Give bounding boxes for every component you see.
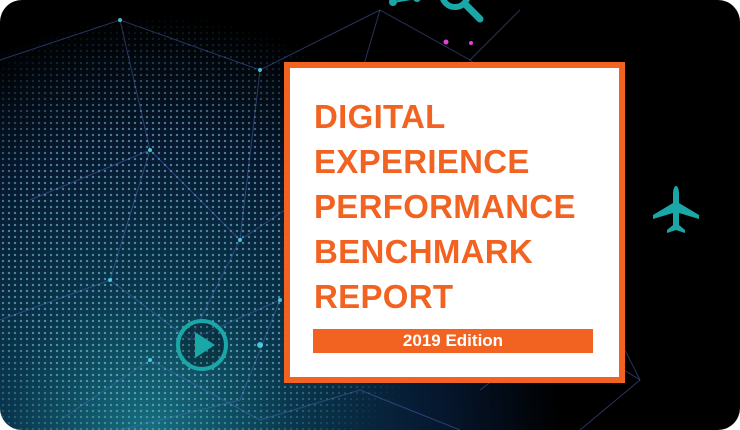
search-icon (389, 0, 484, 23)
title-line: DIGITAL (314, 98, 446, 135)
report-title-card: DIGITAL EXPERIENCE PERFORMANCE BENCHMARK… (284, 62, 625, 383)
title-line: BENCHMARK (314, 233, 534, 270)
title-line: REPORT (314, 278, 454, 315)
report-title: DIGITAL EXPERIENCE PERFORMANCE BENCHMARK… (314, 94, 576, 319)
title-line: EXPERIENCE (314, 143, 530, 180)
edition-label: 2019 Edition (313, 329, 593, 353)
play-icon (176, 319, 228, 371)
airplane-icon (653, 186, 699, 233)
title-line: PERFORMANCE (314, 188, 576, 225)
